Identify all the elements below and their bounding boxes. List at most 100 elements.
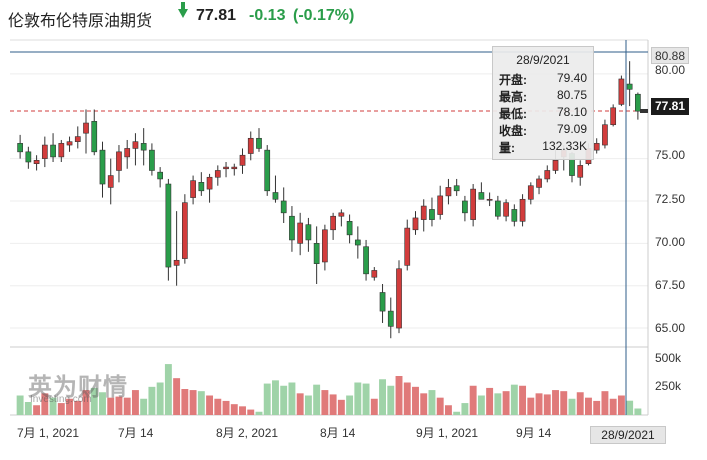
volume-bar: [41, 393, 49, 415]
candle-body: [330, 215, 336, 231]
volume-bar: [66, 398, 73, 415]
volume-bar: [288, 382, 296, 415]
candle-body: [412, 217, 419, 231]
volume-bar: [527, 397, 535, 415]
candle-body: [264, 149, 271, 192]
volume-bar: [313, 384, 321, 415]
candle-body: [519, 198, 526, 222]
candle-body: [157, 171, 163, 180]
volume-bar: [593, 400, 601, 415]
volume-bar: [412, 386, 419, 415]
price-axis-label: 70.00: [655, 235, 686, 249]
candle-body: [58, 143, 65, 158]
volume-bar: [99, 392, 106, 415]
volume-bar: [395, 376, 403, 415]
last-price-marker: [640, 108, 648, 113]
volume-bar: [453, 411, 461, 415]
volume-bar: [617, 395, 625, 415]
candle-body: [453, 185, 460, 192]
candle-body: [618, 78, 625, 105]
volume-bar: [148, 386, 156, 415]
candle-body: [305, 224, 312, 241]
volume-bar: [189, 390, 197, 415]
candle-body: [552, 160, 559, 171]
volume-bar: [263, 383, 271, 415]
candle-body: [503, 202, 509, 217]
candle-body: [173, 259, 180, 266]
candle-body: [99, 149, 106, 185]
volume-bar: [337, 399, 345, 415]
candle-body: [346, 221, 353, 236]
volume-bar: [387, 385, 395, 415]
candle-body: [256, 137, 262, 149]
price-change: -0.13: [249, 7, 286, 24]
candle-body: [182, 202, 188, 259]
volume-bar: [197, 391, 205, 415]
volume-bar: [115, 396, 123, 415]
volume-bar: [255, 411, 263, 415]
hover-date-tag: 28/9/2021: [590, 426, 666, 444]
x-axis-label: 7月 1, 2021: [17, 426, 80, 440]
candle-body: [272, 192, 279, 200]
candle-body: [379, 292, 386, 312]
watermark-sub: Investing.com: [30, 394, 92, 405]
volume-bar: [486, 387, 494, 415]
volume-bar: [49, 397, 57, 415]
candle-body: [577, 165, 584, 178]
volume-bar: [634, 408, 642, 415]
candle-body: [437, 195, 444, 215]
candle-body: [223, 166, 229, 170]
tooltip-label: 收盘:: [499, 124, 527, 138]
volume-bar: [403, 382, 411, 415]
volume-bar: [296, 393, 304, 415]
volume-bar: [123, 397, 131, 415]
tooltip-date: 28/9/2021: [516, 53, 570, 67]
candle-body: [165, 183, 172, 268]
candle-body: [239, 154, 246, 166]
price-axis-label: 72.50: [655, 192, 686, 206]
candle-body: [602, 124, 608, 146]
tooltip-label: 开盘:: [499, 73, 527, 87]
candle-body: [420, 205, 427, 220]
volume-bar: [181, 389, 189, 415]
candle-body: [41, 144, 48, 159]
volume-bar: [173, 378, 181, 415]
volume-bar: [214, 398, 222, 415]
tooltip-row-close: 收盘: 79.09: [499, 122, 587, 138]
tooltip-label: 最高:: [499, 90, 527, 104]
tooltip-value: 79.40: [556, 71, 587, 85]
volume-bar: [230, 404, 238, 415]
volume-bar: [321, 390, 329, 415]
candle-body: [478, 192, 485, 200]
volume-bar: [494, 393, 502, 415]
candle-body: [50, 144, 56, 158]
price-axis-label: 80.00: [655, 63, 686, 77]
candle-body: [462, 200, 468, 214]
tooltip-row-open: 开盘: 79.40: [499, 71, 587, 87]
candle-body: [429, 209, 435, 220]
volume-bar: [585, 397, 592, 415]
volume-bar: [239, 406, 246, 415]
tooltip-value: 132.33K: [542, 139, 587, 153]
candle-body: [626, 83, 633, 90]
tooltip-row-volume: 量: 132.33K: [499, 139, 587, 155]
candle-body: [527, 185, 534, 200]
volume-bar: [280, 385, 288, 415]
last-price-tag: 77.81: [651, 98, 689, 115]
candle-body: [396, 268, 402, 329]
candle-body: [511, 209, 518, 222]
volume-bar: [519, 385, 527, 415]
candle-body: [536, 178, 542, 188]
candle-body: [322, 229, 328, 263]
volume-bar: [510, 384, 518, 415]
volume-bar: [543, 394, 551, 415]
tooltip-value: 78.10: [556, 105, 587, 119]
tooltip-value: 80.75: [556, 88, 587, 102]
candle-body: [338, 212, 345, 217]
volume-bar: [33, 405, 41, 415]
candle-body: [91, 121, 98, 153]
candle-body: [280, 200, 287, 214]
price-axis-label: 65.00: [655, 321, 686, 335]
current-price: 77.81: [196, 7, 237, 24]
